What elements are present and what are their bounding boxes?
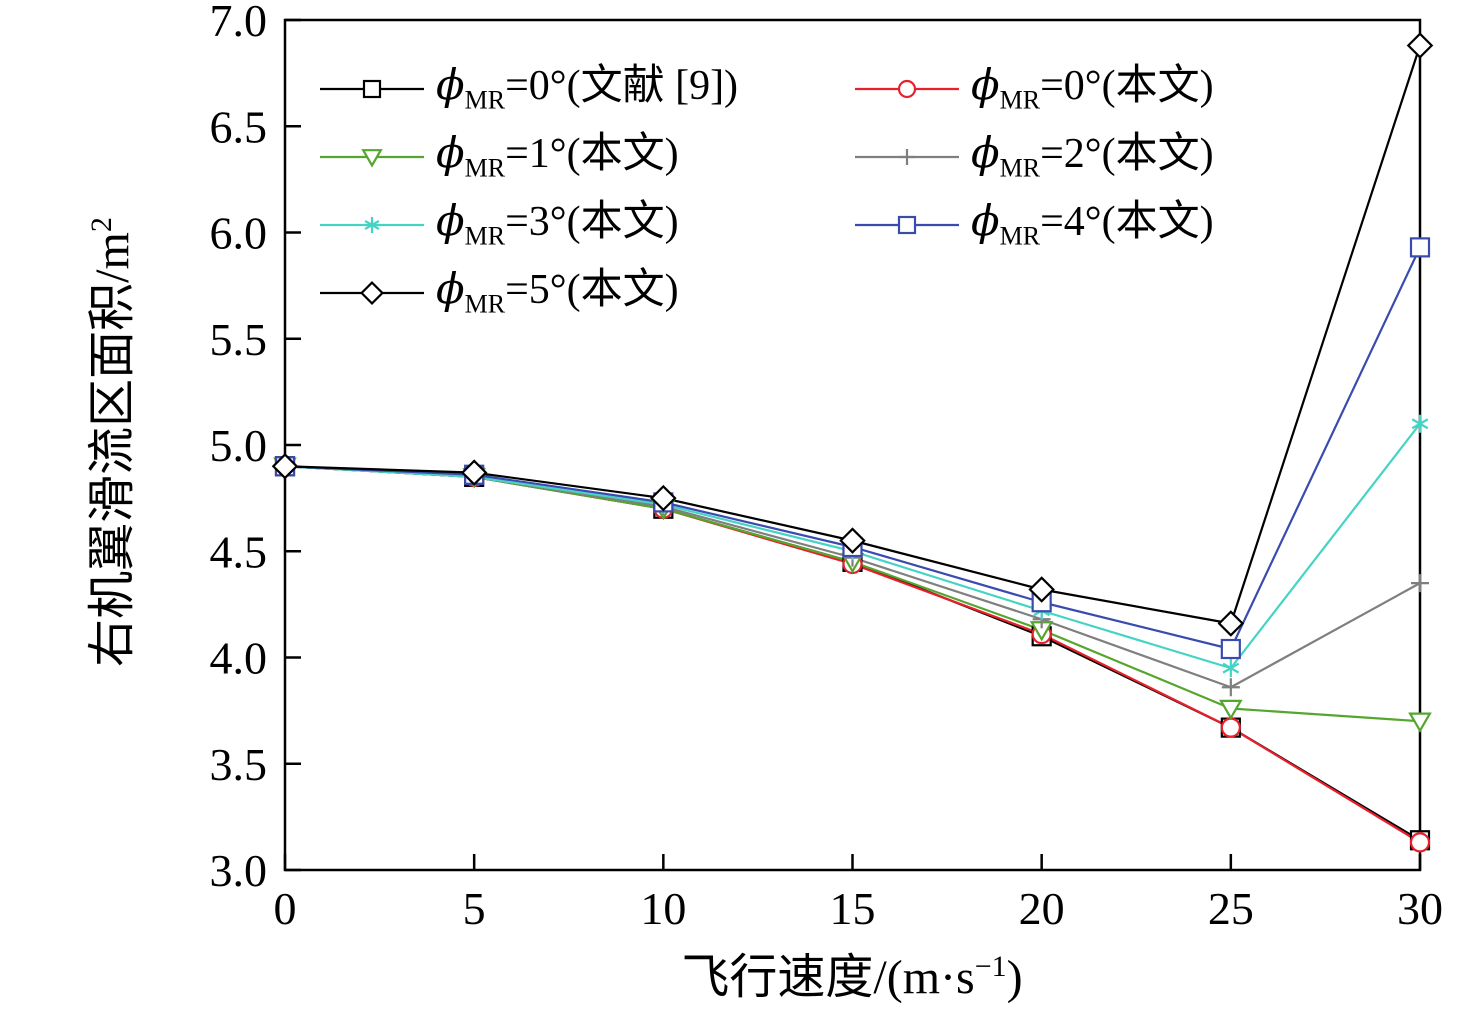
x-axis-label-post: ) — [1006, 951, 1023, 1004]
y-tick-label: 3.0 — [210, 845, 268, 896]
legend-label: ϕMR=3°(本文) — [436, 196, 679, 251]
legend-entry-phi-mr-1-this: ϕMR=1°(本文) — [318, 128, 679, 183]
asterisk-marker — [1222, 659, 1240, 678]
triangle-down-marker — [1219, 699, 1243, 721]
asterisk-marker — [364, 217, 380, 233]
legend-line-sample — [855, 149, 959, 165]
circle-marker — [1409, 832, 1431, 853]
diamond-marker — [360, 281, 384, 305]
legend-line-sample — [320, 281, 424, 305]
square-marker — [897, 215, 917, 235]
x-axis-label-sup: −1 — [974, 950, 1007, 983]
plus-marker — [1411, 574, 1429, 593]
legend-entry-phi-mr-0-this: ϕMR=0°(本文) — [853, 60, 1214, 115]
triangle-down-marker — [361, 149, 383, 168]
legend-entry-phi-mr-5-this: ϕMR=5°(本文) — [318, 264, 679, 319]
y-tick-label: 5.5 — [210, 314, 268, 365]
legend-entry-phi-mr-0-ref9: ϕMR=0°(文献 [9]) — [318, 60, 739, 115]
y-tick-label: 4.5 — [210, 526, 268, 577]
legend-label: ϕMR=0°(本文) — [971, 60, 1214, 115]
square-marker — [1220, 638, 1241, 660]
legend-entry-phi-mr-2-this: ϕMR=2°(本文) — [853, 128, 1214, 183]
diamond-marker — [1028, 576, 1055, 603]
y-axis-label-sup: 2 — [85, 217, 118, 233]
x-axis-label: 飞行速度/(m·s−1) — [681, 952, 1022, 1002]
plus-marker — [899, 149, 915, 165]
x-tick-label: 30 — [1397, 883, 1443, 934]
y-tick-label: 7.0 — [210, 0, 268, 46]
y-tick-label: 6.5 — [210, 101, 268, 152]
legend-label: ϕMR=5°(本文) — [436, 264, 679, 319]
diamond-marker — [460, 459, 488, 486]
square-marker — [362, 79, 382, 99]
y-tick-label: 5.0 — [210, 420, 268, 471]
y-axis-label: 右机翼滑流区面积/m2 — [85, 217, 139, 667]
legend-line-sample — [320, 217, 424, 233]
circle-marker — [897, 79, 917, 99]
legend-line-sample — [855, 215, 959, 235]
y-axis-label-text: 右机翼滑流区面积/m — [86, 232, 139, 667]
y-tick-label: 3.5 — [210, 739, 268, 790]
legend-line-sample — [320, 79, 424, 99]
diamond-marker — [1217, 610, 1245, 637]
legend-label: ϕMR=0°(文献 [9]) — [436, 60, 739, 115]
legend-label: ϕMR=2°(本文) — [971, 128, 1214, 183]
x-tick-label: 20 — [1019, 883, 1065, 934]
legend-label: ϕMR=1°(本文) — [436, 128, 679, 183]
x-tick-label: 0 — [274, 883, 297, 934]
asterisk-marker — [1411, 414, 1429, 433]
triangle-down-marker — [1408, 712, 1432, 733]
legend-line-sample — [855, 79, 959, 99]
x-tick-label: 25 — [1208, 883, 1254, 934]
y-tick-label: 6.0 — [210, 208, 268, 259]
legend-entry-phi-mr-3-this: ϕMR=3°(本文) — [318, 196, 679, 251]
x-axis-label-text: 飞行速度/(m·s — [681, 951, 975, 1004]
legend-entry-phi-mr-4-this: ϕMR=4°(本文) — [853, 196, 1214, 251]
x-tick-label: 5 — [463, 883, 486, 934]
diamond-marker — [650, 484, 677, 512]
legend-line-sample — [320, 149, 424, 168]
x-tick-label: 10 — [640, 883, 686, 934]
plus-marker — [1221, 678, 1240, 697]
x-tick-label: 15 — [830, 883, 876, 934]
legend-label: ϕMR=4°(本文) — [971, 196, 1214, 251]
diamond-marker — [839, 527, 866, 554]
diamond-marker — [1406, 32, 1434, 59]
square-marker — [1409, 237, 1431, 258]
diamond-marker — [271, 452, 299, 480]
y-tick-label: 4.0 — [210, 633, 268, 684]
